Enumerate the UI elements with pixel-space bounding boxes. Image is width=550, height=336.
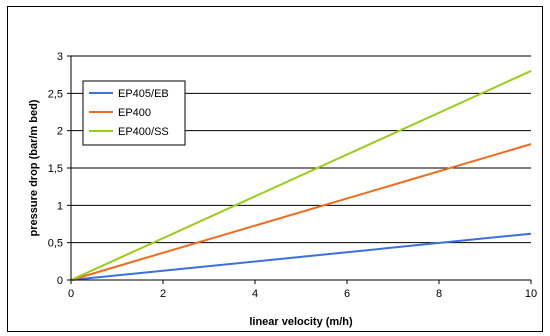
- series-line-ep400-ss: [70, 70, 532, 281]
- legend: EP405/EB EP400 EP400/SS: [82, 80, 186, 146]
- y-tick-labels: 0 0,5 1 1,5 2 2,5 3: [48, 51, 63, 287]
- x-tick-label: 4: [252, 288, 258, 300]
- y-tick-label: 3: [57, 51, 63, 63]
- y-axis-label: pressure drop (bar/m bed): [28, 99, 40, 236]
- x-tick-label: 10: [525, 288, 537, 300]
- x-axis-label: linear velocity (m/h): [249, 316, 353, 328]
- legend-label: EP400: [118, 107, 151, 119]
- x-tick-label: 6: [344, 288, 350, 300]
- x-tick-label: 2: [160, 288, 166, 300]
- x-tick-label: 0: [68, 288, 74, 300]
- series-layer: [70, 70, 532, 281]
- y-tick-label: 1: [57, 200, 63, 212]
- legend-label: EP400/SS: [118, 126, 169, 138]
- y-tick-label: 2,5: [48, 88, 63, 100]
- x-tick-labels: 0 2 4 6 8 10: [68, 288, 537, 300]
- series-line-ep405-eb: [70, 232, 532, 281]
- y-tick-label: 2: [57, 126, 63, 138]
- x-tick-label: 8: [436, 288, 442, 300]
- y-tick-label: 0: [57, 275, 63, 287]
- legend-label: EP405/EB: [118, 88, 169, 100]
- y-tick-label: 0,5: [48, 238, 63, 250]
- series-line-ep400: [70, 143, 532, 281]
- axes: [70, 56, 531, 281]
- y-tick-label: 1,5: [48, 163, 63, 175]
